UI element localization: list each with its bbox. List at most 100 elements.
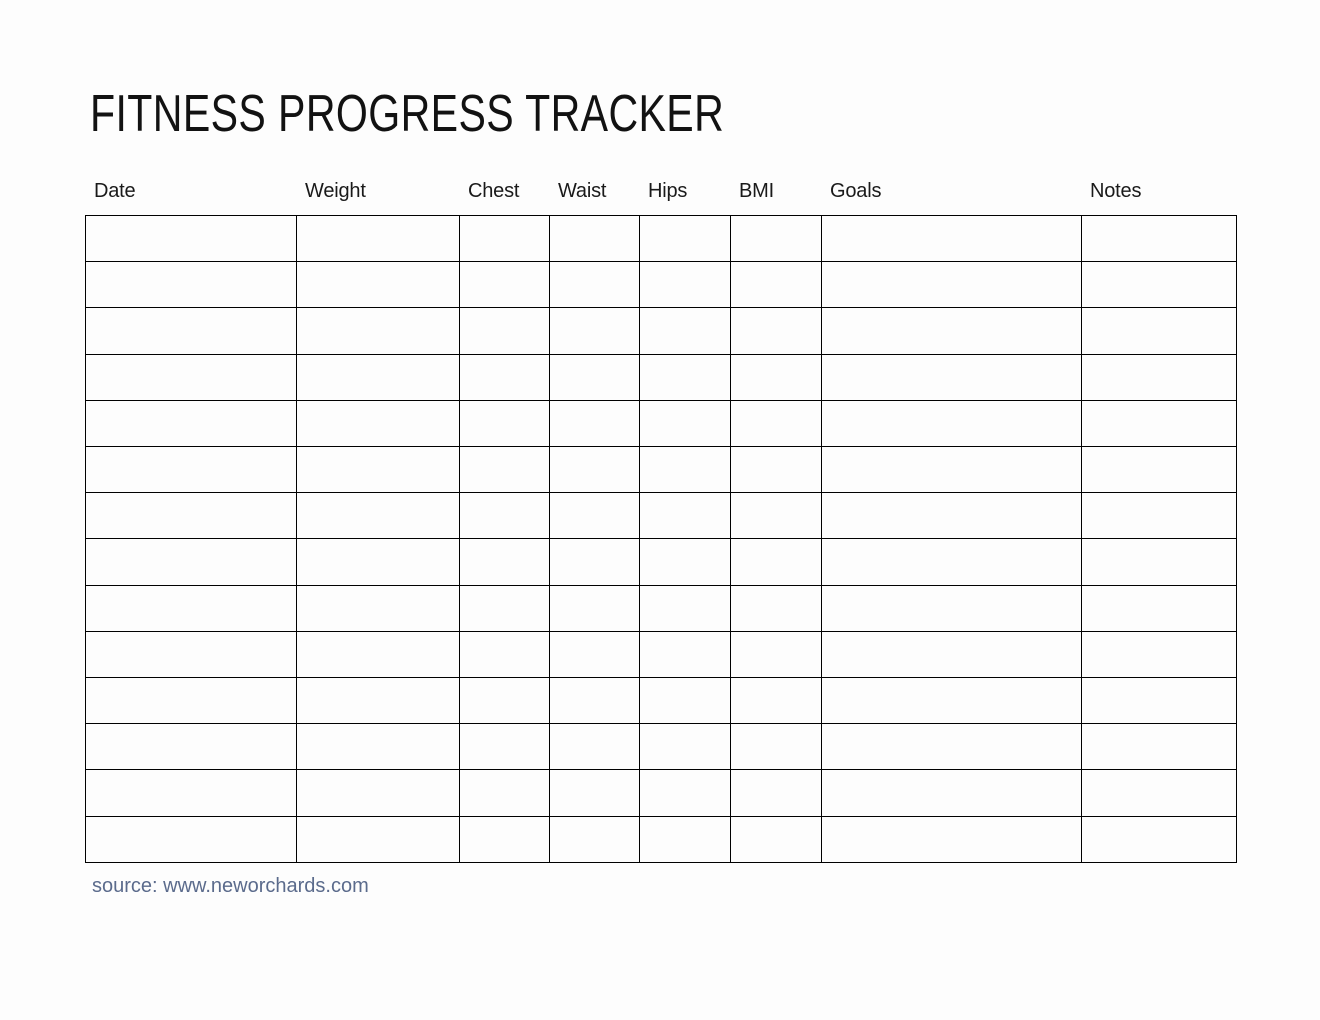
table-cell[interactable] (296, 677, 460, 725)
table-cell[interactable] (296, 492, 460, 540)
table-cell[interactable] (459, 538, 550, 586)
table-cell[interactable] (1081, 584, 1237, 632)
table-cell[interactable] (296, 584, 460, 632)
table-cell[interactable] (549, 261, 640, 309)
table-cell[interactable] (459, 353, 550, 401)
table-cell[interactable] (85, 769, 297, 817)
table-cell[interactable] (296, 261, 460, 309)
table-cell[interactable] (459, 723, 550, 771)
table-cell[interactable] (549, 214, 640, 263)
table-cell[interactable] (85, 214, 297, 263)
table-cell[interactable] (821, 261, 1082, 309)
table-cell[interactable] (821, 677, 1082, 725)
table-cell[interactable] (639, 723, 731, 771)
table-cell[interactable] (821, 446, 1082, 494)
table-cell[interactable] (639, 492, 731, 540)
table-cell[interactable] (85, 584, 297, 632)
table-cell[interactable] (459, 399, 550, 448)
table-cell[interactable] (639, 538, 731, 586)
table-cell[interactable] (1081, 261, 1237, 309)
table-cell[interactable] (549, 307, 640, 355)
table-cell[interactable] (639, 815, 731, 864)
table-cell[interactable] (296, 815, 460, 864)
table-cell[interactable] (459, 261, 550, 309)
table-cell[interactable] (296, 214, 460, 263)
table-cell[interactable] (639, 307, 731, 355)
table-cell[interactable] (549, 723, 640, 771)
table-cell[interactable] (85, 307, 297, 355)
table-cell[interactable] (85, 399, 297, 448)
table-cell[interactable] (639, 769, 731, 817)
table-cell[interactable] (639, 261, 731, 309)
table-cell[interactable] (821, 584, 1082, 632)
table-cell[interactable] (639, 214, 731, 263)
table-cell[interactable] (821, 399, 1082, 448)
table-cell[interactable] (296, 353, 460, 401)
table-cell[interactable] (549, 446, 640, 494)
table-cell[interactable] (639, 446, 731, 494)
table-cell[interactable] (549, 815, 640, 864)
table-cell[interactable] (296, 769, 460, 817)
table-cell[interactable] (821, 769, 1082, 817)
table-cell[interactable] (296, 307, 460, 355)
table-cell[interactable] (459, 769, 550, 817)
table-cell[interactable] (549, 353, 640, 401)
table-cell[interactable] (639, 353, 731, 401)
table-cell[interactable] (730, 584, 822, 632)
table-cell[interactable] (296, 538, 460, 586)
table-cell[interactable] (549, 538, 640, 586)
table-cell[interactable] (549, 399, 640, 448)
table-cell[interactable] (821, 723, 1082, 771)
table-cell[interactable] (459, 677, 550, 725)
table-cell[interactable] (459, 446, 550, 494)
table-cell[interactable] (639, 630, 731, 679)
table-cell[interactable] (730, 492, 822, 540)
table-cell[interactable] (296, 399, 460, 448)
table-cell[interactable] (459, 584, 550, 632)
table-cell[interactable] (85, 815, 297, 864)
table-cell[interactable] (730, 446, 822, 494)
table-cell[interactable] (730, 307, 822, 355)
table-cell[interactable] (85, 677, 297, 725)
table-cell[interactable] (639, 677, 731, 725)
table-cell[interactable] (821, 492, 1082, 540)
table-cell[interactable] (639, 584, 731, 632)
table-cell[interactable] (296, 630, 460, 679)
table-cell[interactable] (85, 446, 297, 494)
table-cell[interactable] (639, 399, 731, 448)
table-cell[interactable] (1081, 214, 1237, 263)
table-cell[interactable] (85, 261, 297, 309)
table-cell[interactable] (549, 769, 640, 817)
table-cell[interactable] (1081, 769, 1237, 817)
table-cell[interactable] (549, 584, 640, 632)
table-cell[interactable] (459, 214, 550, 263)
table-cell[interactable] (459, 307, 550, 355)
table-cell[interactable] (1081, 630, 1237, 679)
table-cell[interactable] (1081, 492, 1237, 540)
table-cell[interactable] (821, 815, 1082, 864)
table-cell[interactable] (85, 630, 297, 679)
table-cell[interactable] (730, 723, 822, 771)
table-cell[interactable] (730, 630, 822, 679)
table-cell[interactable] (296, 446, 460, 494)
table-cell[interactable] (85, 353, 297, 401)
table-cell[interactable] (459, 630, 550, 679)
table-cell[interactable] (1081, 399, 1237, 448)
table-cell[interactable] (549, 630, 640, 679)
table-cell[interactable] (459, 815, 550, 864)
table-cell[interactable] (730, 538, 822, 586)
table-cell[interactable] (549, 492, 640, 540)
table-cell[interactable] (730, 769, 822, 817)
table-cell[interactable] (1081, 815, 1237, 864)
table-cell[interactable] (85, 492, 297, 540)
table-cell[interactable] (85, 538, 297, 586)
table-cell[interactable] (296, 723, 460, 771)
table-cell[interactable] (730, 214, 822, 263)
table-cell[interactable] (1081, 307, 1237, 355)
table-cell[interactable] (821, 538, 1082, 586)
table-cell[interactable] (730, 677, 822, 725)
table-cell[interactable] (1081, 723, 1237, 771)
table-cell[interactable] (1081, 353, 1237, 401)
table-cell[interactable] (1081, 446, 1237, 494)
table-cell[interactable] (821, 214, 1082, 263)
